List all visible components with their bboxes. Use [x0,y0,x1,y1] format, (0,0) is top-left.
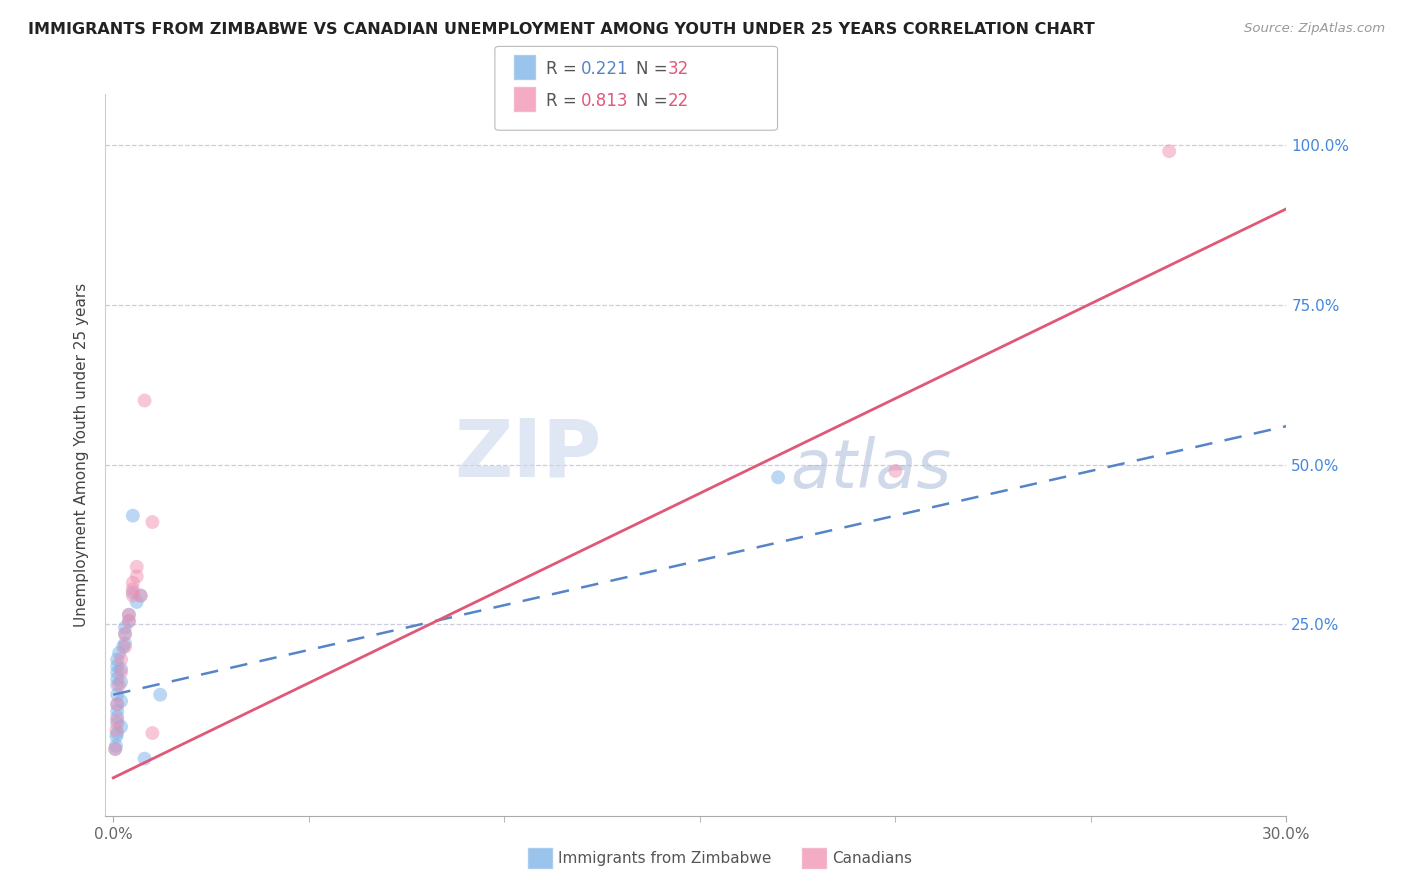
Point [105,713,128,727]
Point [121,585,143,599]
Point [121,589,143,603]
Point [104,742,127,756]
Point [105,665,128,680]
Point [149,688,172,702]
Point [105,716,128,731]
Point [114,627,136,641]
Point [121,508,143,523]
Point [110,662,132,676]
Text: 32: 32 [668,60,689,78]
Point [141,726,163,740]
Text: 0.813: 0.813 [581,92,628,110]
Text: ZIP: ZIP [454,416,602,494]
Point [884,464,907,478]
Point [121,582,143,597]
Point [118,614,141,628]
Point [105,659,128,673]
Point [118,607,141,622]
Point [141,515,163,529]
Point [105,726,128,740]
Text: R =: R = [546,60,582,78]
Text: 22: 22 [668,92,689,110]
Point [105,698,128,712]
Point [114,636,136,650]
Point [125,559,148,574]
Text: Canadians: Canadians [832,851,912,865]
Point [125,595,148,609]
Point [118,614,141,628]
Point [110,720,132,734]
Point [114,627,136,641]
Point [134,393,156,408]
Point [108,646,131,660]
Point [1159,145,1181,159]
Text: Source: ZipAtlas.com: Source: ZipAtlas.com [1244,22,1385,36]
Text: N =: N = [636,92,672,110]
Point [114,621,136,635]
Point [105,739,128,753]
Point [134,751,156,765]
Point [110,674,132,689]
Point [105,710,128,724]
Point [105,729,128,743]
Point [112,640,135,654]
Text: N =: N = [636,60,672,78]
Point [121,575,143,590]
Point [105,704,128,718]
Text: 0.221: 0.221 [581,60,628,78]
Point [105,652,128,666]
Point [105,678,128,692]
Point [118,607,141,622]
Point [125,569,148,583]
Point [114,640,136,654]
Y-axis label: Unemployment Among Youth under 25 years: Unemployment Among Youth under 25 years [75,283,90,627]
Text: Immigrants from Zimbabwe: Immigrants from Zimbabwe [558,851,772,865]
Point [110,665,132,680]
Text: IMMIGRANTS FROM ZIMBABWE VS CANADIAN UNEMPLOYMENT AMONG YOUTH UNDER 25 YEARS COR: IMMIGRANTS FROM ZIMBABWE VS CANADIAN UNE… [28,22,1095,37]
Point [105,723,128,737]
Point [110,694,132,708]
Point [105,672,128,686]
Point [104,742,127,756]
Point [108,678,131,692]
Text: R =: R = [546,92,582,110]
Point [105,698,128,712]
Point [110,652,132,666]
Point [129,589,152,603]
Point [105,688,128,702]
Text: atlas: atlas [790,436,952,502]
Point [129,589,152,603]
Point [766,470,789,484]
